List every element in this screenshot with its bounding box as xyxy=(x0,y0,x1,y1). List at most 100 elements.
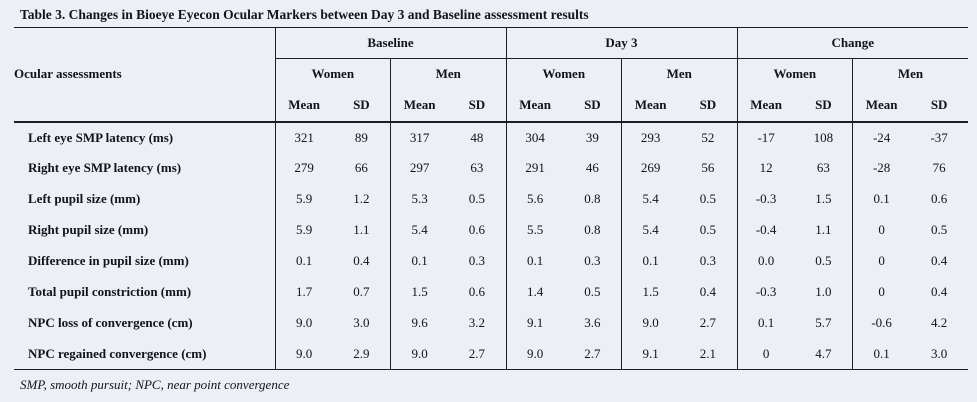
cell-value: 5.5 xyxy=(505,214,564,246)
stat-header-sd: SD xyxy=(448,89,506,123)
cell-value: 5.6 xyxy=(505,183,564,215)
cell-value: 0.4 xyxy=(699,284,716,299)
stat-header-mean: Mean xyxy=(390,89,449,123)
row-label: Right pupil size (mm) xyxy=(14,214,276,246)
cell-value: 0.4 xyxy=(353,253,370,268)
cell-value: 9.1 xyxy=(505,307,564,339)
row-label: Left eye SMP latency (ms) xyxy=(14,121,276,153)
cell-value: 56 xyxy=(701,160,715,175)
cell-value: 0.7 xyxy=(353,284,370,299)
cell-value: 2.7 xyxy=(699,315,716,330)
cell-value: -28 xyxy=(852,152,911,184)
cell-value: 5.9 xyxy=(296,222,313,237)
cell-value: 0.5 xyxy=(699,222,716,237)
stat-header-mean: Mean xyxy=(852,89,911,123)
table-row: Right pupil size (mm) 5.9 1.1 5.4 0.6 5.5 0.8 5… xyxy=(14,214,968,246)
cell-value: -0.3 xyxy=(736,276,795,308)
subgroup-day3-men: Men xyxy=(621,58,737,90)
cell-value: 293 xyxy=(621,121,680,153)
stat-header-mean: Mean xyxy=(621,89,680,123)
table-row: Total pupil constriction (mm) 1.7 0.7 1.5 0.… xyxy=(14,276,968,308)
cell-value: 321 xyxy=(294,129,314,145)
cell-value: 3.2 xyxy=(468,315,485,330)
group-header-change: Change xyxy=(736,27,968,59)
table-row: Right eye SMP latency (ms) 279 66 297 63 291 4… xyxy=(14,152,968,184)
group-header-baseline: Baseline xyxy=(274,27,506,59)
cell-value: 5.4 xyxy=(621,183,680,215)
cell-value: 0.5 xyxy=(584,284,601,299)
cell-value: 4.2 xyxy=(931,315,948,330)
cell-value: 9.0 xyxy=(275,338,333,370)
cell-value: 0.5 xyxy=(468,191,485,206)
stat-header-row: Mean SD Mean SD Mean SD Mean SD Mean SD … xyxy=(14,89,968,123)
row-label: Total pupil constriction (mm) xyxy=(14,276,276,308)
cell-value: 3.0 xyxy=(353,315,370,330)
cell-value: 2.7 xyxy=(563,338,622,370)
cell-value: 0.5 xyxy=(931,222,948,237)
cell-value: 0.1 xyxy=(296,253,313,268)
cell-value: 0.3 xyxy=(468,253,485,268)
cell-value: 5.4 xyxy=(390,214,449,246)
table-row: NPC regained convergence (cm) 9.0 2.9 9.0 2.… xyxy=(14,338,968,370)
cell-value: 304 xyxy=(505,121,564,153)
cell-value: 0.1 xyxy=(621,245,680,277)
cell-value: 0.0 xyxy=(736,245,795,277)
cell-value: 1.5 xyxy=(815,191,832,206)
cell-value: 0.4 xyxy=(931,253,948,268)
table-row: Left eye SMP latency (ms) 321 89 317 48 304 39… xyxy=(14,121,968,153)
cell-value: 0.1 xyxy=(505,245,564,277)
row-label: Right eye SMP latency (ms) xyxy=(14,152,276,184)
cell-value: 0.5 xyxy=(699,191,716,206)
cell-value: 5.7 xyxy=(815,315,832,330)
cell-value: 1.7 xyxy=(296,284,313,299)
cell-value: 0.6 xyxy=(468,284,485,299)
subgroup-day3-women: Women xyxy=(505,58,622,90)
cell-value: 0.8 xyxy=(584,191,601,206)
cell-value: 5.3 xyxy=(390,183,449,215)
stat-header-sd: SD xyxy=(563,89,622,123)
cell-value: 297 xyxy=(390,152,449,184)
cell-value: 0.6 xyxy=(468,222,485,237)
cell-value: 1.5 xyxy=(621,276,680,308)
table-footnote: SMP, smooth pursuit; NPC, near point con… xyxy=(20,377,290,392)
cell-value: 9.0 xyxy=(390,338,449,370)
subgroup-baseline-women: Women xyxy=(311,66,355,82)
cell-value: 1.1 xyxy=(815,222,832,237)
cell-value: 0 xyxy=(852,276,911,308)
cell-value: 317 xyxy=(390,121,449,153)
stat-header-mean: Mean xyxy=(505,89,564,123)
cell-value: 0 xyxy=(736,338,795,370)
stat-header-sd: SD xyxy=(910,89,968,123)
cell-value: 0.1 xyxy=(736,307,795,339)
cell-value: -0.3 xyxy=(736,183,795,215)
subgroup-baseline-men: Men xyxy=(390,58,506,90)
subgroup-change-men: Men xyxy=(852,58,968,90)
cell-value: 0.5 xyxy=(815,253,832,268)
cell-value: 3.0 xyxy=(910,338,968,370)
cell-value: 66 xyxy=(354,160,368,175)
cell-value: 0.4 xyxy=(931,284,948,299)
cell-value: 2.7 xyxy=(448,338,506,370)
cell-value: 9.1 xyxy=(621,338,680,370)
cell-value: 12 xyxy=(736,152,795,184)
cell-value: 1.1 xyxy=(353,222,370,237)
table-title: Table 3. Changes in Bioeye Eyecon Ocular… xyxy=(20,7,589,22)
cell-value: 1.5 xyxy=(390,276,449,308)
cell-value: 48 xyxy=(470,129,484,145)
cell-value: 1.4 xyxy=(505,276,564,308)
cell-value: 0.6 xyxy=(931,191,948,206)
cell-value: 9.0 xyxy=(505,338,564,370)
cell-value: 9.6 xyxy=(390,307,449,339)
results-table: Ocular assessments Baseline Day 3 Change… xyxy=(14,27,968,370)
cell-value: 9.0 xyxy=(296,315,313,330)
cell-value: -0.4 xyxy=(736,214,795,246)
cell-value: 89 xyxy=(354,129,368,145)
subgroup-change-women: Women xyxy=(736,58,853,90)
row-label: Difference in pupil size (mm) xyxy=(14,245,276,277)
cell-value: -0.6 xyxy=(852,307,911,339)
cell-value: 291 xyxy=(505,152,564,184)
cell-value: 4.7 xyxy=(794,338,853,370)
cell-value: 279 xyxy=(294,160,314,175)
cell-value: 63 xyxy=(816,160,830,175)
